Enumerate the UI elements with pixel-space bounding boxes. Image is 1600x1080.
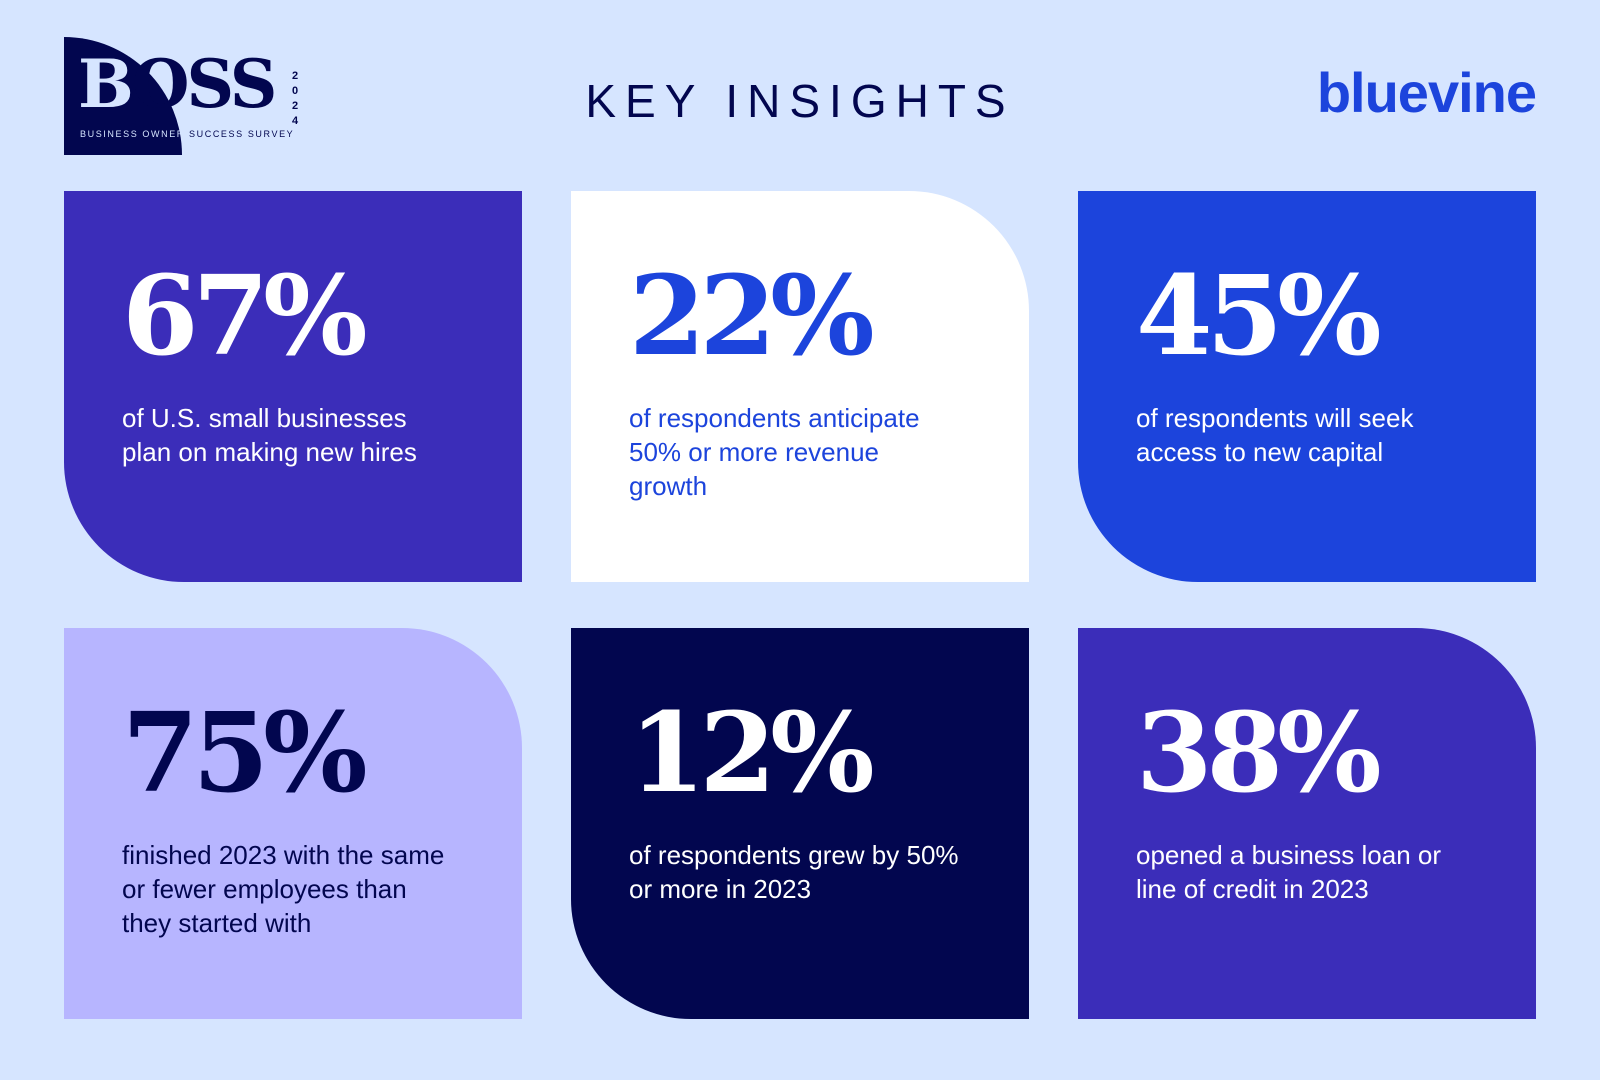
logo-wordmark: BOSS bbox=[78, 51, 277, 117]
insight-card-loan: 38% opened a business loan or line of cr… bbox=[1078, 628, 1536, 1019]
insight-card-employees: 75% finished 2023 with the same or fewer… bbox=[64, 628, 522, 1019]
logo-subtitle: BUSINESS OWNER SUCCESS SURVEY bbox=[80, 129, 294, 139]
stat-description: of respondents anticipate 50% or more re… bbox=[629, 403, 920, 501]
stat-value: 45% bbox=[1136, 251, 1382, 380]
insight-card-growth: 12% of respondents grew by 50% or more i… bbox=[571, 628, 1029, 1019]
stat-value: 12% bbox=[629, 688, 875, 817]
stat-description: of U.S. small businesses plan on making … bbox=[122, 403, 417, 467]
logo-letters-oss: OSS bbox=[132, 45, 277, 123]
stat-description: opened a business loan or line of credit… bbox=[1136, 840, 1442, 904]
boss-logo: BOSS BUSINESS OWNER SUCCESS SURVEY 2024 bbox=[64, 37, 304, 155]
logo-subtitle-left: BUSINESS OWNER bbox=[80, 129, 190, 139]
stat-description: finished 2023 with the same or fewer emp… bbox=[122, 840, 445, 938]
logo-letter-b: B bbox=[78, 45, 135, 123]
stat-value: 38% bbox=[1136, 688, 1382, 817]
insight-card-revenue-growth: 22% of respondents anticipate 50% or mor… bbox=[571, 191, 1029, 582]
insight-card-capital: 45% of respondents will seek access to n… bbox=[1078, 191, 1536, 582]
stat-description: of respondents grew by 50% or more in 20… bbox=[629, 840, 959, 904]
stat-value: 22% bbox=[629, 251, 875, 380]
insight-card-hires: 67% of U.S. small businesses plan on mak… bbox=[64, 191, 522, 582]
logo-year: 2024 bbox=[291, 70, 299, 127]
page-title: KEY INSIGHTS bbox=[585, 75, 1015, 127]
bluevine-logo: bluevine bbox=[1316, 61, 1537, 124]
stat-description: of respondents will seek access to new c… bbox=[1136, 403, 1414, 467]
stat-value: 75% bbox=[122, 688, 368, 817]
logo-subtitle-right: SUCCESS SURVEY bbox=[189, 129, 295, 139]
stat-value: 67% bbox=[122, 251, 368, 380]
